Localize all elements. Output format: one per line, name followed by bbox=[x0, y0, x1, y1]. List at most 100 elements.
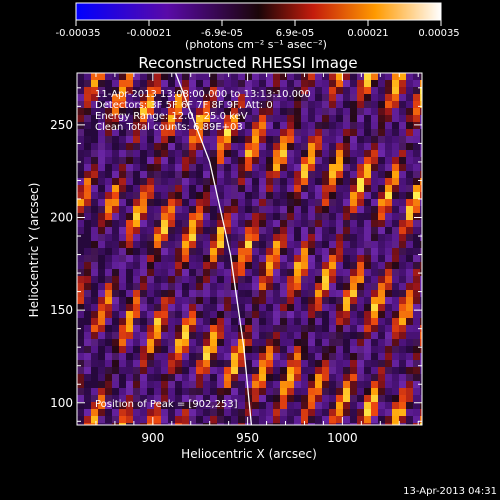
heatmap-cell bbox=[315, 136, 322, 143]
heatmap-cell bbox=[175, 395, 182, 402]
heatmap-cell bbox=[350, 220, 357, 227]
heatmap-cell bbox=[126, 339, 133, 346]
heatmap-cell bbox=[98, 381, 105, 388]
heatmap-cell bbox=[322, 178, 329, 185]
heatmap-cell bbox=[98, 150, 105, 157]
heatmap-cell bbox=[301, 122, 308, 129]
heatmap-cell bbox=[196, 136, 203, 143]
heatmap-cell bbox=[371, 339, 378, 346]
heatmap-cell bbox=[84, 73, 91, 80]
heatmap-cell bbox=[175, 115, 182, 122]
heatmap-cell bbox=[273, 360, 280, 367]
heatmap-cell bbox=[371, 353, 378, 360]
heatmap-cell bbox=[273, 297, 280, 304]
heatmap-cell bbox=[371, 129, 378, 136]
heatmap-cell bbox=[343, 360, 350, 367]
heatmap-cell bbox=[245, 87, 252, 94]
heatmap-cell bbox=[105, 416, 112, 423]
heatmap-cell bbox=[378, 73, 385, 80]
heatmap-cell bbox=[161, 164, 168, 171]
heatmap-cell bbox=[308, 297, 315, 304]
heatmap-cell bbox=[161, 122, 168, 129]
heatmap-cell bbox=[84, 129, 91, 136]
heatmap-cell bbox=[392, 87, 399, 94]
heatmap-cell bbox=[385, 262, 392, 269]
heatmap-cell bbox=[168, 360, 175, 367]
heatmap-cell bbox=[315, 227, 322, 234]
heatmap-cell bbox=[392, 290, 399, 297]
heatmap-cell bbox=[224, 402, 231, 409]
heatmap-cell bbox=[420, 353, 422, 360]
heatmap-cell bbox=[322, 241, 329, 248]
heatmap-cell bbox=[119, 416, 126, 423]
heatmap-cell bbox=[273, 234, 280, 241]
heatmap-cell bbox=[294, 381, 301, 388]
heatmap-cell bbox=[161, 227, 168, 234]
heatmap-cell bbox=[84, 220, 91, 227]
heatmap-cell bbox=[231, 192, 238, 199]
heatmap-cell bbox=[133, 311, 140, 318]
heatmap-cell bbox=[133, 234, 140, 241]
heatmap-cell bbox=[266, 94, 273, 101]
heatmap-cell bbox=[133, 227, 140, 234]
heatmap-cell bbox=[189, 381, 196, 388]
heatmap-cell bbox=[140, 367, 147, 374]
heatmap-cell bbox=[252, 248, 259, 255]
heatmap-cell bbox=[385, 276, 392, 283]
heatmap-cell bbox=[385, 297, 392, 304]
heatmap-cell bbox=[140, 220, 147, 227]
heatmap-cell bbox=[378, 171, 385, 178]
heatmap-cell bbox=[182, 171, 189, 178]
heatmap-cell bbox=[105, 311, 112, 318]
heatmap-cell bbox=[392, 248, 399, 255]
heatmap-cell bbox=[168, 409, 175, 416]
heatmap-cell bbox=[210, 80, 217, 87]
heatmap-cell bbox=[105, 80, 112, 87]
heatmap-cell bbox=[399, 283, 406, 290]
heatmap-cell bbox=[301, 325, 308, 332]
heatmap-cell bbox=[273, 136, 280, 143]
heatmap-cell bbox=[322, 143, 329, 150]
heatmap-cell bbox=[217, 290, 224, 297]
heatmap-cell bbox=[98, 367, 105, 374]
heatmap-cell bbox=[385, 360, 392, 367]
heatmap-cell bbox=[245, 374, 252, 381]
heatmap-cell bbox=[238, 241, 245, 248]
heatmap-cell bbox=[189, 325, 196, 332]
heatmap-cell bbox=[308, 318, 315, 325]
heatmap-cell bbox=[203, 395, 210, 402]
heatmap-cell bbox=[224, 276, 231, 283]
heatmap-cell bbox=[350, 353, 357, 360]
heatmap-cell bbox=[350, 206, 357, 213]
heatmap-cell bbox=[392, 234, 399, 241]
heatmap-cell bbox=[280, 136, 287, 143]
heatmap-cell bbox=[364, 346, 371, 353]
heatmap-cell bbox=[343, 248, 350, 255]
heatmap-cell bbox=[266, 248, 273, 255]
heatmap-cell bbox=[126, 164, 133, 171]
heatmap-cell bbox=[413, 395, 420, 402]
heatmap-cell bbox=[343, 304, 350, 311]
heatmap-cell bbox=[224, 108, 231, 115]
heatmap-cell bbox=[301, 129, 308, 136]
heatmap-cell bbox=[147, 269, 154, 276]
heatmap-cell bbox=[140, 409, 147, 416]
heatmap-cell bbox=[301, 171, 308, 178]
heatmap-cell bbox=[182, 346, 189, 353]
heatmap-cell bbox=[105, 115, 112, 122]
heatmap-cell bbox=[336, 339, 343, 346]
heatmap-cell bbox=[322, 360, 329, 367]
heatmap-cell bbox=[217, 122, 224, 129]
heatmap-cell bbox=[203, 129, 210, 136]
heatmap-cell bbox=[329, 325, 336, 332]
heatmap-cell bbox=[273, 206, 280, 213]
heatmap-cell bbox=[175, 416, 182, 423]
heatmap-cell bbox=[203, 178, 210, 185]
heatmap-cell bbox=[322, 388, 329, 395]
heatmap-cell bbox=[168, 136, 175, 143]
heatmap-cell bbox=[154, 276, 161, 283]
heatmap-cell bbox=[308, 171, 315, 178]
heatmap-cell bbox=[203, 220, 210, 227]
heatmap-cell bbox=[301, 234, 308, 241]
heatmap-cell bbox=[77, 402, 84, 409]
